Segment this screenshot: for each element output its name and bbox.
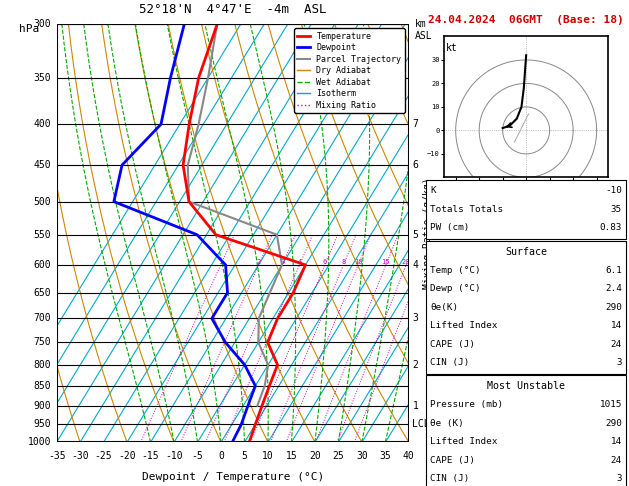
Text: 800: 800 xyxy=(34,360,52,370)
Text: 600: 600 xyxy=(34,260,52,270)
Text: 52°18'N  4°47'E  -4m  ASL: 52°18'N 4°47'E -4m ASL xyxy=(139,3,326,16)
Legend: Temperature, Dewpoint, Parcel Trajectory, Dry Adiabat, Wet Adiabat, Isotherm, Mi: Temperature, Dewpoint, Parcel Trajectory… xyxy=(294,29,404,113)
Text: 5: 5 xyxy=(242,451,247,461)
Text: Dewpoint / Temperature (°C): Dewpoint / Temperature (°C) xyxy=(142,471,324,482)
Text: 4: 4 xyxy=(413,260,418,270)
Text: 850: 850 xyxy=(34,381,52,391)
Text: 40: 40 xyxy=(403,451,415,461)
Text: Totals Totals: Totals Totals xyxy=(430,205,503,214)
Text: 15: 15 xyxy=(286,451,298,461)
Text: 24: 24 xyxy=(611,340,622,348)
Text: Lifted Index: Lifted Index xyxy=(430,321,498,330)
Text: 15: 15 xyxy=(382,259,390,265)
Text: 550: 550 xyxy=(34,230,52,240)
Text: Temp (°C): Temp (°C) xyxy=(430,266,481,275)
Text: hPa: hPa xyxy=(19,24,39,35)
Text: 20: 20 xyxy=(402,259,411,265)
Text: 400: 400 xyxy=(34,119,52,129)
Text: Dewp (°C): Dewp (°C) xyxy=(430,284,481,293)
Text: 3: 3 xyxy=(616,358,622,367)
Text: 3: 3 xyxy=(616,474,622,483)
Text: 5: 5 xyxy=(413,230,418,240)
Text: θe (K): θe (K) xyxy=(430,419,464,428)
Text: -35: -35 xyxy=(48,451,65,461)
Text: 900: 900 xyxy=(34,400,52,411)
Text: K: K xyxy=(430,187,436,195)
Text: 0: 0 xyxy=(218,451,224,461)
Text: 6.1: 6.1 xyxy=(605,266,622,275)
Text: 30: 30 xyxy=(356,451,368,461)
Text: 0.83: 0.83 xyxy=(599,224,622,232)
Text: 3: 3 xyxy=(280,259,284,265)
Text: 7: 7 xyxy=(413,119,418,129)
Text: 2: 2 xyxy=(257,259,261,265)
Text: 1015: 1015 xyxy=(599,400,622,409)
Text: 6: 6 xyxy=(413,160,418,170)
Text: 1000: 1000 xyxy=(28,437,52,447)
Text: 20: 20 xyxy=(309,451,321,461)
Text: -30: -30 xyxy=(71,451,89,461)
Text: 10: 10 xyxy=(354,259,362,265)
Text: 14: 14 xyxy=(611,437,622,446)
Text: 10: 10 xyxy=(262,451,274,461)
Text: 14: 14 xyxy=(611,321,622,330)
Text: -10: -10 xyxy=(165,451,183,461)
Text: 2: 2 xyxy=(413,360,418,370)
Text: 500: 500 xyxy=(34,197,52,207)
Text: © weatheronline.co.uk: © weatheronline.co.uk xyxy=(464,469,588,479)
Text: -15: -15 xyxy=(142,451,159,461)
Text: CAPE (J): CAPE (J) xyxy=(430,340,476,348)
Text: θe(K): θe(K) xyxy=(430,303,459,312)
Text: LCL: LCL xyxy=(413,419,430,430)
Text: Surface: Surface xyxy=(505,247,547,257)
Text: 2.4: 2.4 xyxy=(605,284,622,293)
Text: 1: 1 xyxy=(413,400,418,411)
Text: km
ASL: km ASL xyxy=(415,19,433,41)
Text: 300: 300 xyxy=(34,19,52,29)
Text: 450: 450 xyxy=(34,160,52,170)
Text: 35: 35 xyxy=(611,205,622,214)
Text: 290: 290 xyxy=(605,303,622,312)
Text: 24.04.2024  06GMT  (Base: 18): 24.04.2024 06GMT (Base: 18) xyxy=(428,15,624,25)
Text: 4: 4 xyxy=(298,259,302,265)
Text: 650: 650 xyxy=(34,288,52,298)
Text: 35: 35 xyxy=(379,451,391,461)
Text: -5: -5 xyxy=(192,451,203,461)
Text: -20: -20 xyxy=(118,451,136,461)
Text: 8: 8 xyxy=(342,259,345,265)
Text: Mixing Ratio (g/kg): Mixing Ratio (g/kg) xyxy=(423,177,433,289)
Text: 750: 750 xyxy=(34,337,52,347)
Text: 290: 290 xyxy=(605,419,622,428)
Text: Most Unstable: Most Unstable xyxy=(487,382,565,391)
Text: 25: 25 xyxy=(333,451,344,461)
Text: -25: -25 xyxy=(95,451,113,461)
Text: Lifted Index: Lifted Index xyxy=(430,437,498,446)
Text: 700: 700 xyxy=(34,313,52,324)
Text: -10: -10 xyxy=(605,187,622,195)
Text: 6: 6 xyxy=(323,259,327,265)
Text: kt: kt xyxy=(447,44,458,53)
Text: 950: 950 xyxy=(34,419,52,430)
Text: Pressure (mb): Pressure (mb) xyxy=(430,400,503,409)
Text: CAPE (J): CAPE (J) xyxy=(430,456,476,465)
Text: 3: 3 xyxy=(413,313,418,324)
Text: 350: 350 xyxy=(34,73,52,83)
Text: PW (cm): PW (cm) xyxy=(430,224,470,232)
Text: 1: 1 xyxy=(218,259,223,265)
Text: 24: 24 xyxy=(611,456,622,465)
Text: CIN (J): CIN (J) xyxy=(430,474,470,483)
Text: CIN (J): CIN (J) xyxy=(430,358,470,367)
